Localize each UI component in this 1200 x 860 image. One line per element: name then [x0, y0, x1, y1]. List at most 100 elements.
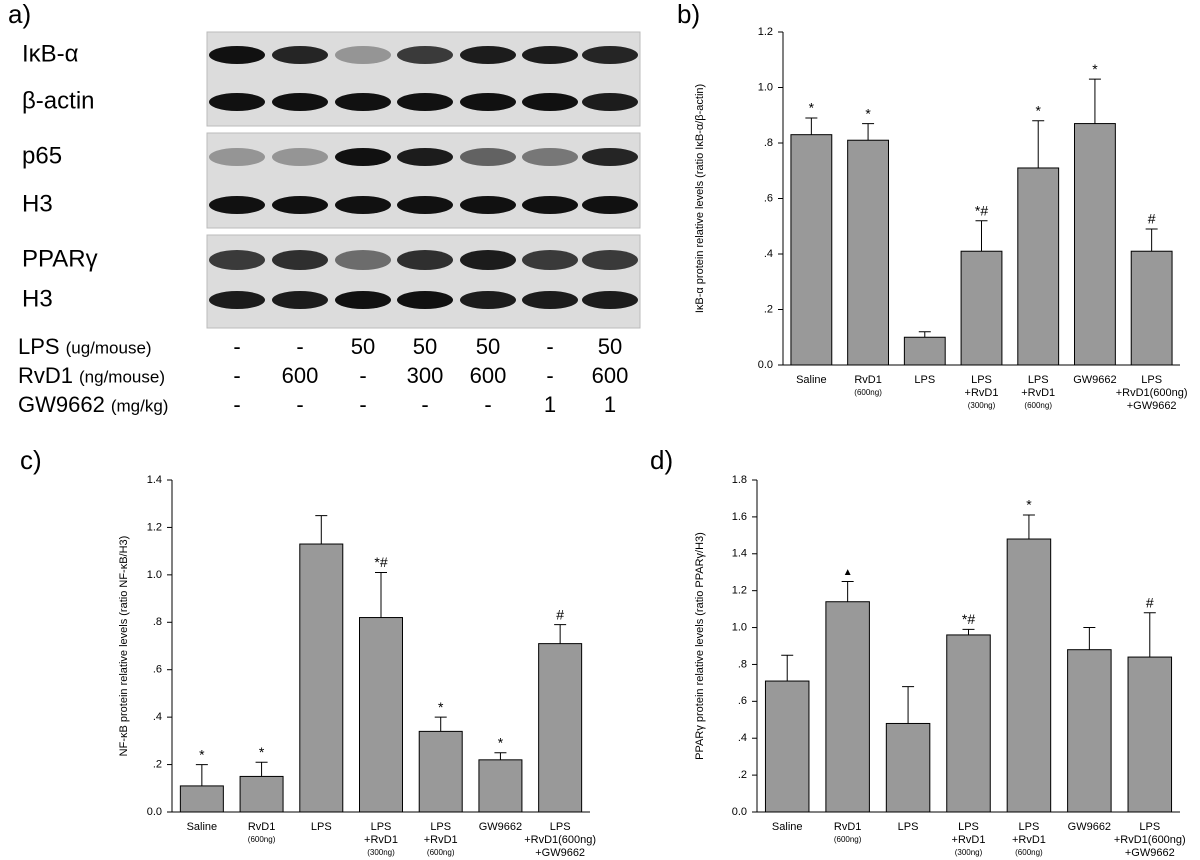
bar	[825, 601, 870, 813]
blot-row-label: IκB-α	[22, 40, 79, 67]
error-bar	[1022, 514, 1035, 540]
significance-mark: *	[438, 699, 444, 715]
x-tick-label: +RvD1	[1021, 387, 1055, 399]
significance-mark: *	[498, 734, 504, 750]
x-tick-label: LPS	[971, 374, 992, 386]
y-tick-label: 1.8	[732, 474, 747, 486]
bar	[847, 139, 889, 366]
panel-label: a)	[8, 0, 31, 29]
treatment-dose: 50	[598, 334, 622, 359]
error-bar	[494, 752, 507, 760]
treatment-dose: 300	[407, 363, 444, 388]
x-tick-label: +RvD1	[424, 834, 458, 846]
treatment-dose: -	[359, 392, 366, 417]
x-tick-label: LPS	[1141, 374, 1162, 386]
bar	[1017, 167, 1060, 366]
blot-band	[522, 250, 578, 270]
error-bar	[255, 761, 268, 777]
error-bar	[1145, 228, 1158, 252]
x-tick-label: Saline	[772, 821, 803, 833]
treatment-dose: 1	[604, 392, 616, 417]
error-bar	[805, 117, 818, 135]
blot-band	[209, 291, 265, 309]
blot-band	[522, 93, 578, 111]
blot-band	[522, 291, 578, 309]
treatment-dose: -	[421, 392, 428, 417]
y-tick-label: 1.0	[147, 569, 162, 581]
error-bar	[1032, 120, 1045, 168]
bar	[1067, 649, 1112, 813]
treatment-dose: 50	[413, 334, 437, 359]
y-tick-label: .8	[153, 616, 162, 628]
y-tick-label: .8	[738, 658, 747, 670]
x-tick-label: +RvD1(600ng)	[524, 834, 596, 846]
bar	[1074, 123, 1116, 366]
panel-label: d)	[650, 445, 673, 475]
error-bar	[195, 764, 208, 786]
blot-band	[272, 250, 328, 270]
x-tick-label: (600ng)	[854, 388, 882, 397]
error-bar	[862, 123, 875, 141]
error-bar	[841, 580, 854, 602]
error-bar	[1083, 627, 1096, 650]
error-bar	[375, 571, 387, 618]
significance-mark: *	[809, 100, 815, 116]
x-tick-label: +RvD1	[1012, 834, 1046, 846]
x-tick-label: +RvD1	[952, 834, 986, 846]
treatment-dose: 50	[351, 334, 375, 359]
error-bar	[434, 716, 447, 732]
y-tick-label: 1.2	[147, 521, 162, 533]
treatment-dose: -	[359, 363, 366, 388]
bar	[903, 336, 946, 366]
x-tick-label: LPS	[1019, 821, 1040, 833]
significance-mark: *#	[975, 202, 988, 218]
significance-mark: #	[556, 606, 564, 622]
treatment-dose: -	[484, 392, 491, 417]
y-tick-label: 1.2	[732, 585, 747, 597]
y-tick-label: 0.0	[758, 359, 773, 371]
y-tick-label: .4	[764, 248, 773, 260]
y-tick-label: .2	[738, 769, 747, 781]
blot-band	[582, 196, 638, 214]
significance-mark: *#	[962, 611, 975, 627]
y-tick-label: .6	[153, 664, 162, 676]
y-tick-label: 0.0	[732, 806, 747, 818]
blot-row-label: β-actin	[22, 87, 95, 114]
x-tick-label: LPS	[550, 821, 571, 833]
blot-band	[335, 196, 391, 214]
x-tick-label: (600ng)	[427, 848, 455, 857]
treatment-dose: 600	[282, 363, 319, 388]
blot-membrane	[206, 234, 641, 329]
bar	[179, 785, 224, 813]
bar	[1127, 656, 1173, 813]
y-tick-label: .6	[764, 192, 773, 204]
error-bar	[554, 624, 567, 644]
y-tick-label: .4	[153, 711, 162, 723]
significance-mark: *	[199, 746, 205, 762]
blot-band	[582, 46, 638, 64]
y-tick-label: 1.2	[758, 26, 773, 38]
blot-row-label: p65	[22, 142, 62, 169]
error-bar	[315, 515, 328, 545]
significance-mark: *	[865, 105, 871, 121]
x-tick-label: LPS	[371, 821, 392, 833]
blot-band	[582, 148, 638, 166]
blot-band	[272, 196, 328, 214]
bar	[418, 730, 463, 813]
bar	[885, 722, 931, 813]
x-tick-label: LPS	[898, 821, 919, 833]
x-tick-label: +RvD1(600ng)	[1114, 834, 1186, 846]
treatment-unit: (mg/kg)	[111, 396, 169, 415]
bar	[764, 680, 810, 813]
bar	[478, 759, 523, 813]
treatment-dose: -	[296, 334, 303, 359]
y-axis-label: NF-κB protein relative levels (ratio NF-…	[118, 536, 130, 757]
treatment-name: LPS	[18, 334, 60, 359]
x-tick-label: +RvD1	[965, 387, 999, 399]
y-tick-label: .2	[153, 758, 162, 770]
x-tick-label: LPS	[430, 821, 451, 833]
blot-band	[522, 148, 578, 166]
treatment-dose: -	[233, 363, 240, 388]
